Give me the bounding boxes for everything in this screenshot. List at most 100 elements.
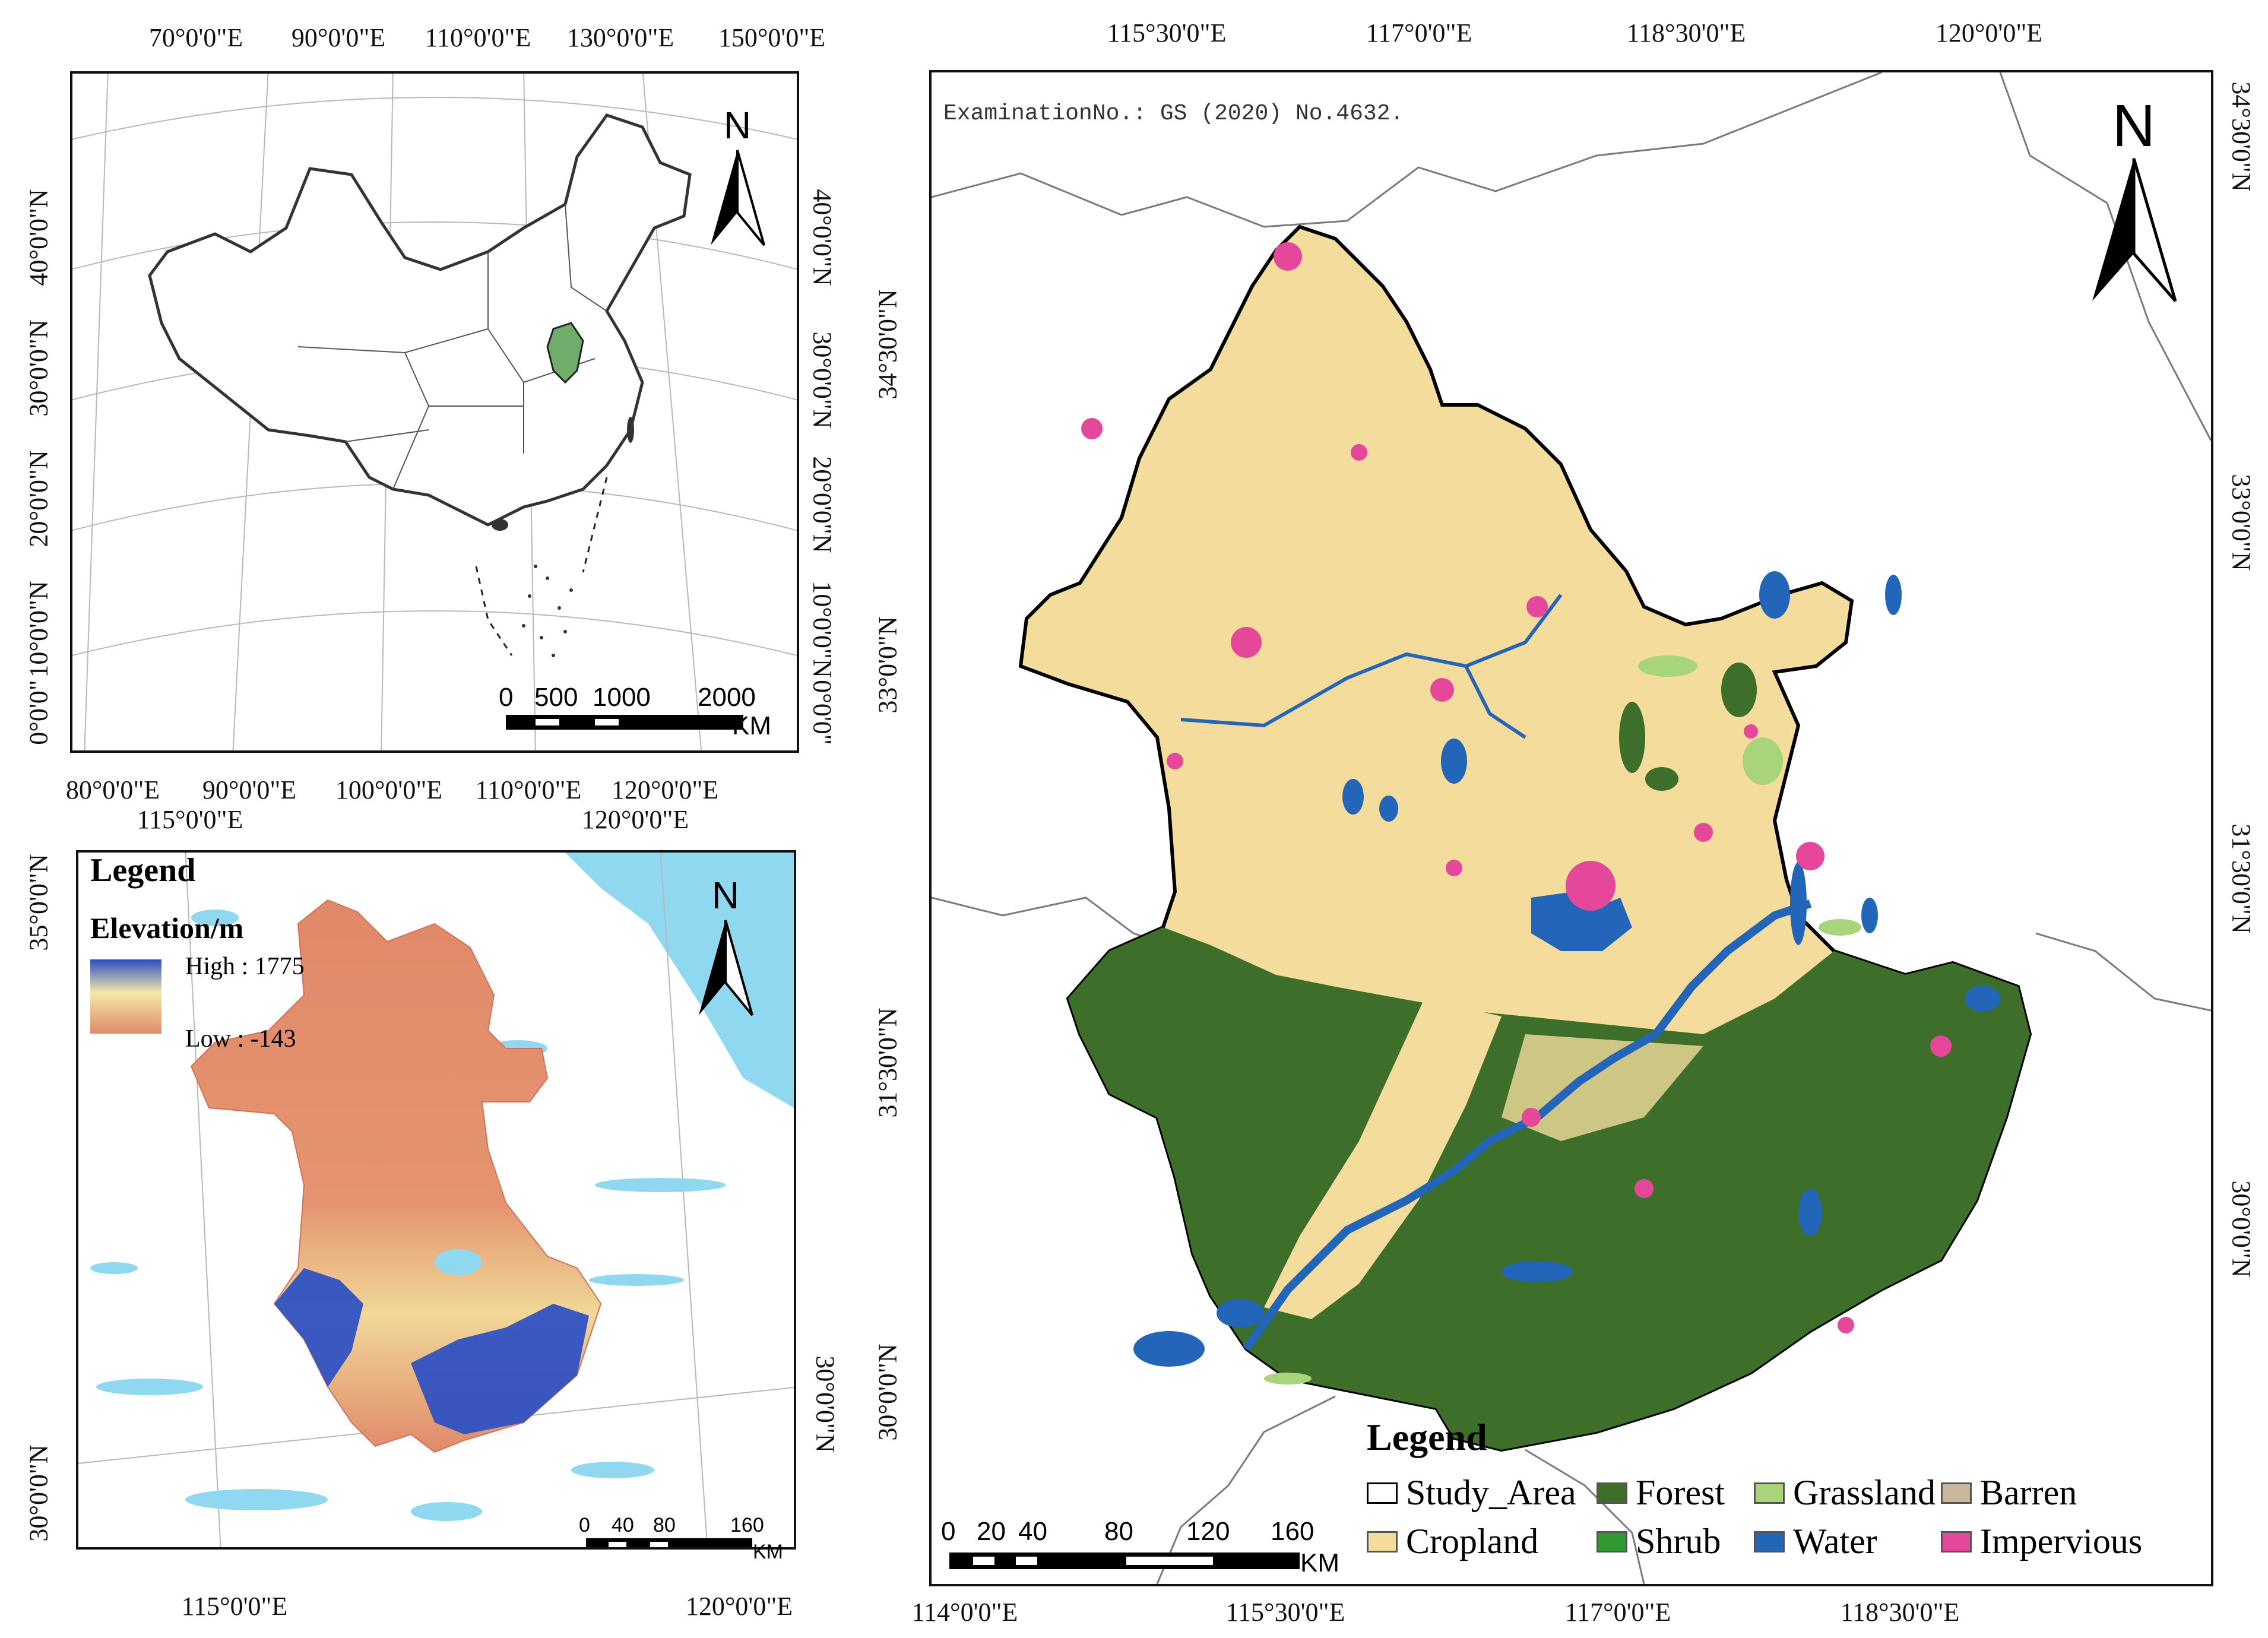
china-scale-label: 500 bbox=[534, 683, 578, 712]
legend-label: Forest bbox=[1636, 1473, 1725, 1512]
lc-scale-label: 160 bbox=[1271, 1517, 1314, 1546]
lc-top-tick: 117°0'0"E bbox=[1366, 18, 1472, 47]
elev-bottom-tick: 120°0'0"E bbox=[685, 1592, 793, 1621]
legend-label: Shrub bbox=[1636, 1522, 1721, 1561]
lc-left-tick: 33°0'0"N bbox=[873, 616, 902, 714]
legend-item-cropland: Cropland bbox=[1367, 1521, 1538, 1562]
landcover-north-arrow: N bbox=[2089, 96, 2178, 307]
china-left-tick: 30°0'0"N bbox=[24, 319, 53, 417]
lc-scale-label: 40 bbox=[1018, 1517, 1047, 1546]
elevation-legend-title: Legend bbox=[90, 852, 196, 889]
elevation-legend-subtitle: Elevation/m bbox=[90, 911, 244, 945]
scale-bar-graphic bbox=[506, 715, 743, 730]
lc-scale-label: 120 bbox=[1186, 1517, 1230, 1546]
north-arrow-icon bbox=[711, 150, 765, 246]
lc-scale-unit: KM bbox=[1300, 1548, 1339, 1577]
elev-scale-label: 160 bbox=[730, 1514, 764, 1536]
lc-bottom-tick: 117°0'0"E bbox=[1564, 1598, 1671, 1627]
china-top-tick: 130°0'0"E bbox=[566, 23, 674, 52]
elevation-map-graphic bbox=[78, 853, 794, 1547]
legend-swatch bbox=[1597, 1531, 1627, 1553]
china-scale-label: 1000 bbox=[593, 683, 651, 712]
elevation-map: Legend Elevation/m High : 1775 Low : -14… bbox=[76, 850, 796, 1550]
china-top-tick: 150°0'0"E bbox=[718, 23, 826, 52]
elev-left-tick: 30°0'0"N bbox=[24, 1444, 53, 1542]
china-left-tick: 10°0'0"N bbox=[24, 581, 53, 678]
forest-area bbox=[1068, 927, 2030, 1450]
examination-number: ExaminationNo.: GS (2020) No.4632. bbox=[943, 101, 1404, 126]
china-bottom-tick: 80°0'0"E bbox=[65, 775, 160, 804]
legend-item-impervious: Impervious bbox=[1941, 1521, 2142, 1562]
lc-scale-label: 20 bbox=[977, 1517, 1006, 1546]
china-north-arrow: N bbox=[708, 103, 767, 251]
lc-left-tick: 31°30'0"N bbox=[873, 1007, 902, 1118]
lc-top-tick: 120°0'0"E bbox=[1935, 18, 2043, 47]
chaohu-lake bbox=[1531, 892, 1632, 951]
china-bottom-tick: 110°0'0"E bbox=[475, 775, 582, 804]
yangtze-river bbox=[1243, 899, 1812, 1352]
lc-bottom-tick: 114°0'0"E bbox=[911, 1598, 1018, 1627]
china-left-tick: 20°0'0"N bbox=[24, 450, 53, 547]
china-bottom-tick: 90°0'0"E bbox=[202, 775, 297, 804]
legend-swatch bbox=[1941, 1531, 1972, 1553]
china-bottom-tick: 120°0'0"E bbox=[611, 775, 719, 804]
china-top-tick: 110°0'0"E bbox=[425, 23, 531, 52]
china-right-tick: 0°0'0" bbox=[807, 680, 837, 745]
legend-swatch bbox=[1367, 1482, 1398, 1504]
landcover-scale-bar bbox=[949, 1553, 1300, 1569]
legend-swatch bbox=[1754, 1531, 1785, 1553]
china-scale-label: 2000 bbox=[698, 683, 756, 712]
elevation-north-arrow: N bbox=[696, 873, 755, 1021]
legend-swatch bbox=[1367, 1531, 1398, 1553]
legend-swatch bbox=[1597, 1482, 1627, 1504]
legend-swatch bbox=[1941, 1482, 1972, 1504]
legend-label: Cropland bbox=[1406, 1522, 1539, 1561]
lc-right-tick: 31°30'0"N bbox=[2226, 823, 2256, 934]
china-outline bbox=[148, 113, 692, 527]
lc-top-tick: 115°30'0"E bbox=[1107, 18, 1227, 47]
china-left-tick: 40°0'0"N bbox=[24, 189, 53, 286]
elev-scale-label: 80 bbox=[653, 1514, 676, 1536]
elev-top-tick: 115°0'0"E bbox=[137, 805, 243, 834]
china-right-tick: 30°0'0"N bbox=[807, 331, 837, 429]
china-inset-map: N bbox=[70, 71, 799, 753]
elevation-scale-bar bbox=[586, 1538, 752, 1547]
china-right-tick: 40°0'0"N bbox=[807, 189, 837, 286]
china-scale-bar bbox=[506, 688, 743, 736]
elev-bottom-tick: 115°0'0"E bbox=[181, 1592, 288, 1621]
elev-right-tick: 30°0'0"N bbox=[810, 1355, 840, 1453]
legend-label: Study_Area bbox=[1406, 1473, 1576, 1512]
legend-label: Impervious bbox=[1980, 1522, 2143, 1561]
legend-item-study-area: Study_Area bbox=[1367, 1472, 1576, 1513]
north-label: N bbox=[711, 874, 740, 917]
landcover-map-graphic bbox=[932, 72, 2211, 1584]
lc-bottom-tick: 118°30'0"E bbox=[1840, 1598, 1960, 1627]
anhui-highlight bbox=[546, 322, 584, 384]
north-label: N bbox=[723, 104, 752, 147]
lc-scale-label: 80 bbox=[1104, 1517, 1133, 1546]
elev-scale-label: 40 bbox=[612, 1514, 634, 1536]
legend-item-grassland: Grassland bbox=[1754, 1472, 1936, 1513]
lc-right-tick: 33°0'0"N bbox=[2226, 474, 2256, 571]
north-arrow-icon bbox=[699, 920, 753, 1016]
china-inset-graticule bbox=[72, 74, 797, 750]
lc-right-tick: 30°0'0"N bbox=[2226, 1180, 2256, 1278]
legend-label: Grassland bbox=[1793, 1473, 1936, 1512]
legend-item-forest: Forest bbox=[1597, 1472, 1725, 1513]
china-right-tick: 10°0'0"N bbox=[807, 581, 837, 678]
elev-scale-unit: KM bbox=[753, 1541, 783, 1563]
legend-label: Water bbox=[1793, 1522, 1877, 1561]
elev-top-tick: 120°0'0"E bbox=[581, 805, 689, 834]
china-top-tick: 90°0'0"E bbox=[291, 23, 386, 52]
elevation-high-label: High : 1775 bbox=[185, 953, 305, 980]
lc-right-tick: 34°30'0"N bbox=[2226, 81, 2256, 192]
elev-left-tick: 35°0'0"N bbox=[24, 854, 53, 951]
lc-left-tick: 34°30'0"N bbox=[873, 289, 902, 400]
elevation-low-label: Low : -143 bbox=[185, 1025, 296, 1053]
elev-scale-label: 0 bbox=[579, 1514, 590, 1536]
legend-item-shrub: Shrub bbox=[1597, 1521, 1721, 1562]
elevation-color-ramp bbox=[90, 959, 161, 1034]
china-bottom-tick: 100°0'0"E bbox=[335, 775, 443, 804]
north-label: N bbox=[2112, 93, 2156, 159]
lc-scale-label: 0 bbox=[941, 1517, 956, 1546]
